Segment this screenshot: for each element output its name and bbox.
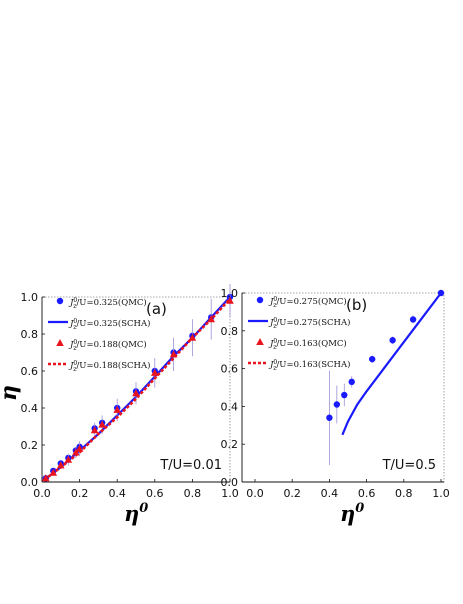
x-tick-label: 0.0 <box>33 487 51 500</box>
data-triangle <box>75 444 84 452</box>
data-triangle <box>132 389 140 397</box>
legend-marker <box>56 339 64 346</box>
data-point <box>341 391 348 399</box>
data-triangle <box>151 368 159 376</box>
y-tick-label: 0.0 <box>21 476 39 489</box>
y-tick-label: 0.2 <box>21 439 39 452</box>
data-point <box>389 337 396 344</box>
data-triangle <box>98 420 106 428</box>
data-point <box>348 378 355 386</box>
panel-label: (b) <box>346 296 367 314</box>
y-tick-label: 0.0 <box>221 476 239 489</box>
x-tick-label: 1.0 <box>221 487 239 500</box>
legend: J0 z/U=0.325(QMC) J0 z/U=0.325(SCHA) J0 z/U=0… <box>48 297 150 373</box>
series-line-3 <box>43 298 231 482</box>
x-tick-label: 0.0 <box>246 487 264 500</box>
y-axis-title: η <box>0 385 22 401</box>
x-tick-label: 0.6 <box>358 487 376 500</box>
legend-marker <box>256 338 264 345</box>
x-tick-label: 0.6 <box>146 487 164 500</box>
data-triangle <box>90 426 99 434</box>
legend-label: J0 z/U=0.163(QMC) <box>268 338 347 351</box>
x-tick-label: 0.4 <box>108 487 126 500</box>
x-tick-label: 0.2 <box>71 487 89 500</box>
legend-label: J0 z/U=0.188(SCHA) <box>68 360 150 373</box>
data-triangle <box>57 461 65 469</box>
temperature-annotation: T/U=0.01 <box>159 458 222 473</box>
y-tick-label: 0.4 <box>21 402 39 415</box>
legend-label: J0 z/U=0.188(QMC) <box>68 339 147 352</box>
panel-a: 0.00.20.40.60.81.00.00.20.40.60.81.0η0ηJ… <box>0 284 239 526</box>
legend-marker <box>256 296 264 304</box>
y-tick-label: 0.2 <box>221 438 239 451</box>
x-tick-label: 0.8 <box>184 487 202 500</box>
legend-label: J0 z/U=0.275(QMC) <box>268 296 347 309</box>
legend-label: J0 z/U=0.325(SCHA) <box>68 318 150 331</box>
temperature-annotation: T/U=0.5 <box>382 458 436 473</box>
x-tick-label: 0.2 <box>283 487 301 500</box>
series-line-1 <box>341 292 442 436</box>
legend-label: J0 z/U=0.163(SCHA) <box>268 359 350 372</box>
y-tick-label: 0.6 <box>21 365 39 378</box>
legend-label: J0 z/U=0.275(SCHA) <box>268 317 350 330</box>
data-point <box>368 355 376 363</box>
data-point <box>333 401 341 408</box>
data-point <box>326 414 333 421</box>
x-tick-label: 0.4 <box>321 487 339 500</box>
panel-b: 0.0 0.2 0.4 0.6 0.8 1.00.00.20.40.60.81.0η0J0… <box>221 287 450 526</box>
data-triangle <box>113 405 121 413</box>
data-point <box>409 316 417 323</box>
legend-marker <box>56 297 64 305</box>
y-tick-label: 1.0 <box>21 291 39 304</box>
legend: J0 z/U=0.275(QMC) J0 z/U=0.275(SCHA) J0 z/U=0… <box>248 296 350 372</box>
x-tick-label: 0.8 <box>395 487 413 500</box>
x-axis-title: η0 <box>340 501 364 526</box>
plot-frame <box>41 296 231 483</box>
y-tick-label: 0.8 <box>221 325 239 338</box>
y-tick-label: 1.0 <box>221 287 239 300</box>
panel-label: (a) <box>146 300 167 318</box>
x-axis-title: η0 <box>124 501 148 526</box>
y-tick-label: 0.8 <box>21 328 39 341</box>
y-tick-label: 0.4 <box>221 400 239 413</box>
legend-label: J0 z/U=0.325(QMC) <box>68 297 147 310</box>
x-tick-label: 1.0 <box>432 487 450 500</box>
y-tick-label: 0.6 <box>221 363 239 376</box>
